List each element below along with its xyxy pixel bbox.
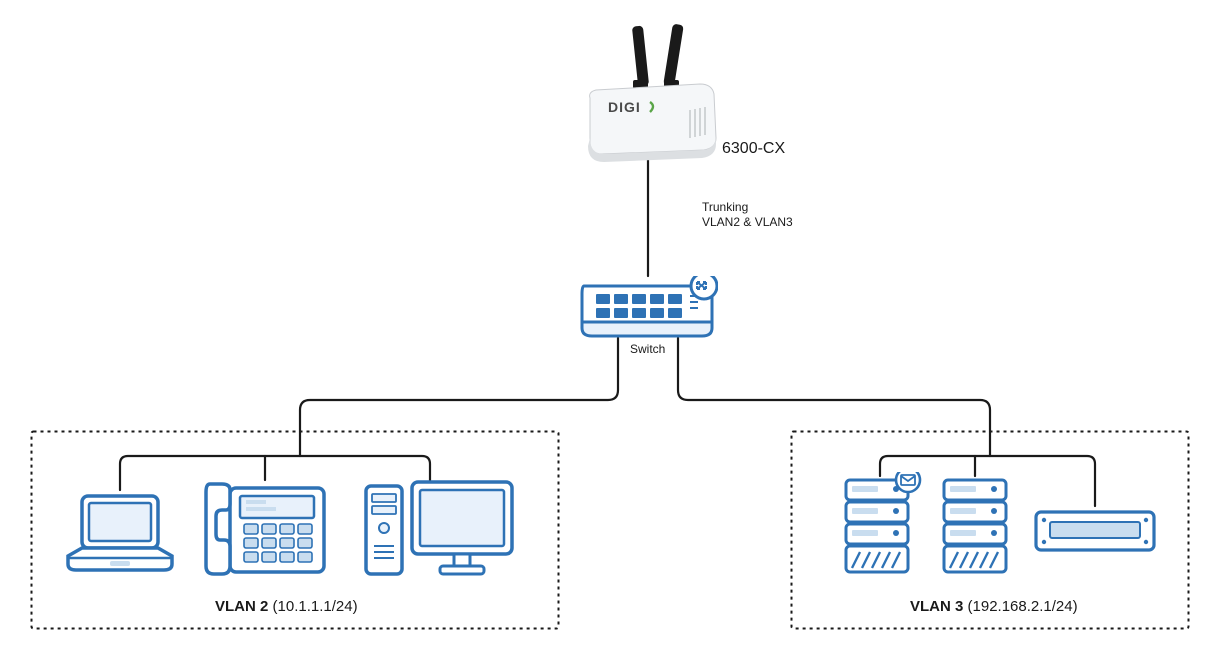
laptop-icon xyxy=(62,492,178,578)
vlan2-label-bold: VLAN 2 xyxy=(215,598,268,615)
router-6300cx: DIGI xyxy=(560,20,740,170)
trunk-label-1: Trunking xyxy=(702,200,748,214)
ip-phone-icon xyxy=(200,470,330,580)
switch-label: Switch xyxy=(630,342,665,356)
vlan3-label: VLAN 3 (192.168.2.1/24) xyxy=(910,598,1078,615)
vlan2-label-net: (10.1.1.1/24) xyxy=(268,598,357,615)
server-mail-icon xyxy=(838,472,922,580)
router-logo-text: DIGI xyxy=(608,99,641,115)
desktop-icon xyxy=(360,476,520,584)
vlan3-label-bold: VLAN 3 xyxy=(910,598,963,615)
trunk-label-2: VLAN2 & VLAN3 xyxy=(702,215,793,229)
network-switch xyxy=(578,276,718,346)
server-icon xyxy=(936,472,1014,580)
router-label: 6300-CX xyxy=(722,140,785,158)
vlan3-label-net: (192.168.2.1/24) xyxy=(963,598,1077,615)
rack-appliance-icon xyxy=(1032,508,1158,556)
vlan2-label: VLAN 2 (10.1.1.1/24) xyxy=(215,598,358,615)
